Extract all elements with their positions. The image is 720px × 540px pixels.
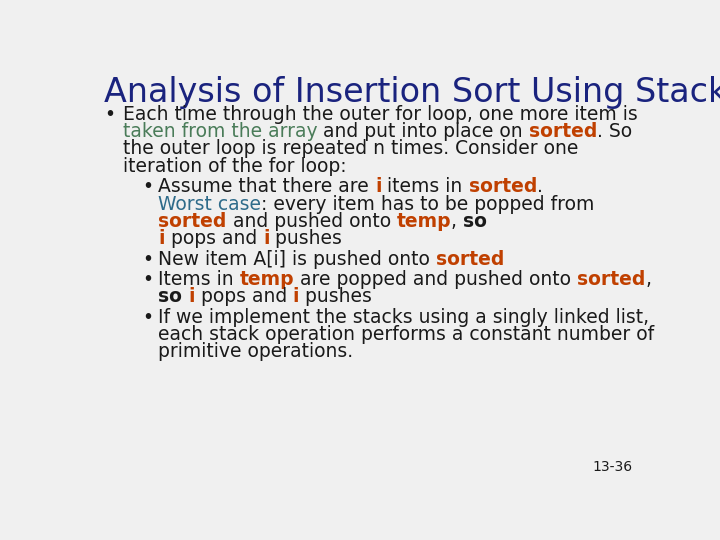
Text: Items in: Items in: [158, 270, 240, 289]
Text: taken from the array: taken from the array: [122, 122, 318, 141]
Text: and pushed onto: and pushed onto: [227, 212, 397, 231]
Text: the outer loop is repeated n times. Consider one: the outer loop is repeated n times. Cons…: [122, 139, 578, 159]
Text: i: i: [158, 229, 165, 248]
Text: . So: . So: [597, 122, 632, 141]
Text: i: i: [293, 287, 300, 306]
Text: temp: temp: [397, 212, 451, 231]
Text: .: .: [537, 177, 543, 196]
Text: •: •: [143, 308, 154, 327]
Text: sorted: sorted: [577, 270, 646, 289]
Text: temp: temp: [240, 270, 294, 289]
Text: If we implement the stacks using a singly linked list,: If we implement the stacks using a singl…: [158, 308, 649, 327]
Text: items in: items in: [382, 177, 469, 196]
Text: pops and: pops and: [165, 229, 263, 248]
Text: Assume that there are: Assume that there are: [158, 177, 375, 196]
Text: sorted: sorted: [469, 177, 537, 196]
Text: •: •: [143, 249, 154, 268]
Text: primitive operations.: primitive operations.: [158, 342, 354, 361]
Text: ,: ,: [646, 270, 652, 289]
Text: iteration of the for loop:: iteration of the for loop:: [122, 157, 346, 176]
Text: Analysis of Insertion Sort Using Stacks: Analysis of Insertion Sort Using Stacks: [104, 76, 720, 109]
Text: •: •: [104, 105, 115, 124]
Text: so: so: [464, 212, 487, 231]
Text: sorted: sorted: [158, 212, 227, 231]
Text: Each time through the outer for loop, one more item is: Each time through the outer for loop, on…: [122, 105, 637, 124]
Text: each stack operation performs a constant number of: each stack operation performs a constant…: [158, 325, 654, 344]
Text: pushes: pushes: [269, 229, 342, 248]
Text: •: •: [143, 270, 154, 289]
Text: 13-36: 13-36: [593, 461, 632, 475]
Text: sorted: sorted: [436, 249, 505, 268]
Text: pops and: pops and: [194, 287, 293, 306]
Text: sorted: sorted: [528, 122, 597, 141]
Text: New item A[i] is pushed onto: New item A[i] is pushed onto: [158, 249, 436, 268]
Text: are popped and pushed onto: are popped and pushed onto: [294, 270, 577, 289]
Text: i: i: [188, 287, 194, 306]
Text: ,: ,: [451, 212, 464, 231]
Text: : every item has to be popped from: : every item has to be popped from: [261, 194, 595, 213]
Text: Worst case: Worst case: [158, 194, 261, 213]
Text: •: •: [143, 177, 154, 196]
Text: i: i: [375, 177, 382, 196]
Text: so: so: [158, 287, 182, 306]
Text: pushes: pushes: [300, 287, 372, 306]
Text: and put into place on: and put into place on: [318, 122, 528, 141]
Text: i: i: [263, 229, 269, 248]
